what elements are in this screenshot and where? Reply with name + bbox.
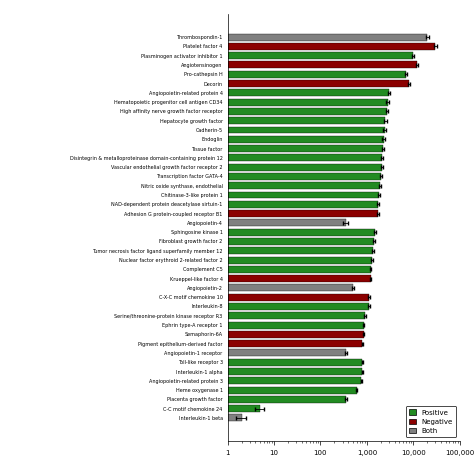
Bar xyxy=(0,62,417,68)
Bar xyxy=(0,99,388,106)
Bar xyxy=(0,312,365,319)
Bar xyxy=(0,359,363,366)
Bar xyxy=(0,368,363,375)
Bar xyxy=(0,284,353,292)
Bar xyxy=(0,275,371,282)
Bar xyxy=(0,136,383,143)
Bar xyxy=(0,80,409,87)
Bar xyxy=(0,201,378,208)
Bar xyxy=(0,266,371,273)
Bar xyxy=(0,117,385,124)
Bar xyxy=(0,34,428,41)
Bar xyxy=(0,89,389,96)
Bar xyxy=(0,294,369,301)
Bar xyxy=(0,191,379,199)
Bar xyxy=(0,145,383,152)
Legend: Positive, Negative, Both: Positive, Negative, Both xyxy=(406,406,456,438)
Bar xyxy=(0,303,369,310)
Bar xyxy=(0,127,384,134)
Bar xyxy=(0,256,372,264)
Bar xyxy=(0,155,382,161)
Bar xyxy=(0,396,346,403)
Bar xyxy=(0,71,406,78)
Bar xyxy=(0,182,380,189)
Bar xyxy=(0,247,373,254)
Bar xyxy=(0,210,378,217)
Bar xyxy=(0,238,374,245)
Bar xyxy=(0,173,381,180)
Bar xyxy=(0,108,387,115)
Bar xyxy=(0,331,364,338)
Bar xyxy=(0,387,356,393)
Bar xyxy=(0,349,346,356)
Bar xyxy=(0,377,361,384)
Bar xyxy=(0,340,363,347)
Bar xyxy=(0,321,364,328)
Bar xyxy=(0,228,375,236)
Bar xyxy=(0,405,260,412)
Bar xyxy=(0,52,413,59)
Bar xyxy=(0,414,242,421)
Bar xyxy=(0,164,382,171)
Bar xyxy=(0,43,436,50)
Bar xyxy=(0,219,346,227)
